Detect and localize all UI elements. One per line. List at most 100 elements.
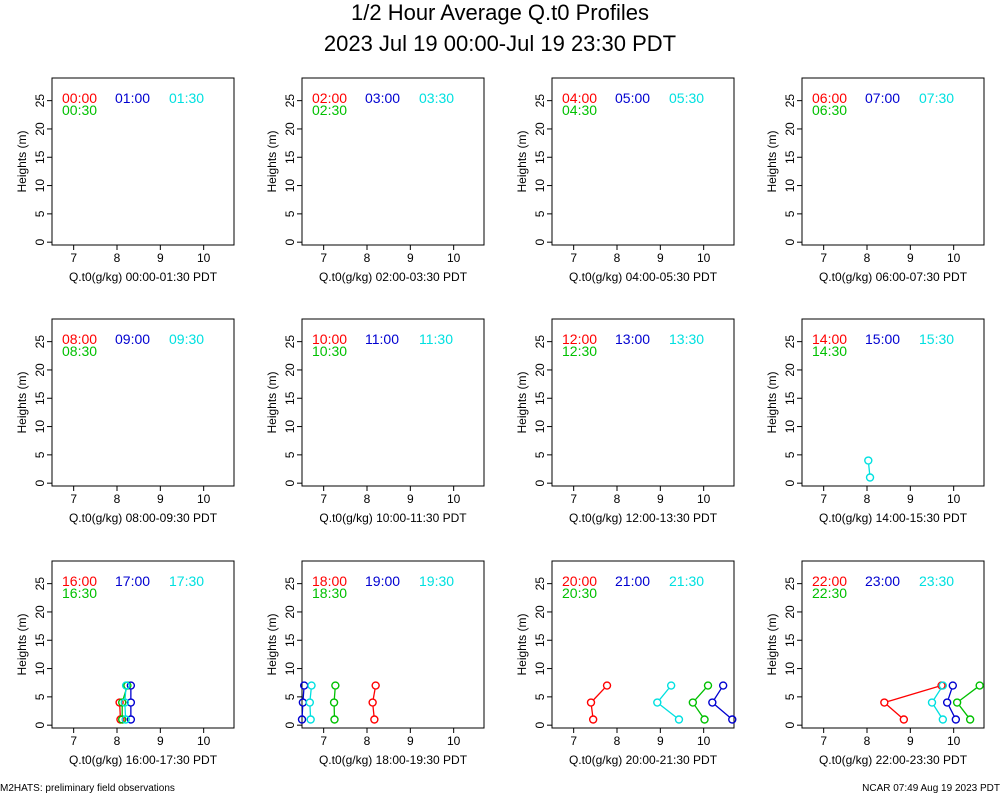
legend-entry: 10:30 — [312, 343, 347, 359]
y-tick-label: 10 — [33, 662, 47, 676]
y-axis-label: Heights (m) — [265, 613, 279, 675]
x-axis-label: Q.t0(g/kg) 02:00-03:30 PDT — [319, 270, 468, 284]
data-point — [298, 698, 308, 707]
legend-entry: 06:00 — [812, 90, 847, 106]
x-tick-label: 8 — [114, 492, 121, 506]
series-line — [714, 704, 730, 718]
x-tick-label: 9 — [157, 251, 164, 265]
legend-entry: 05:30 — [669, 90, 704, 106]
y-tick-label: 25 — [283, 94, 297, 108]
series-line — [302, 689, 305, 699]
y-tick-label: 20 — [783, 605, 797, 619]
series-line — [593, 688, 605, 701]
legend-entry: 19:30 — [419, 573, 454, 589]
x-axis-label: Q.t0(g/kg) 00:00-01:30 PDT — [69, 270, 218, 284]
x-tick-label: 7 — [820, 734, 827, 748]
legend-entry: 16:00 — [62, 573, 97, 589]
profile-panel: 7 8 9 10 0 5 10 15 20 25 Q.t0(g/kg) 10:00-11:30 PD… — [265, 318, 485, 525]
legend-entry: 14:00 — [812, 331, 847, 347]
y-tick-label: 0 — [533, 480, 547, 487]
legend-entry: 12:00 — [562, 331, 597, 347]
data-point — [368, 698, 377, 707]
y-tick-label: 10 — [783, 420, 797, 434]
x-axis-label: Q.t0(g/kg) 22:00-23:30 PDT — [819, 753, 968, 767]
y-tick-label: 15 — [533, 633, 547, 647]
profile-panel: 7 8 9 10 0 5 10 15 20 25 Q.t0(g/kg) 00:00-01:30 PD… — [15, 77, 235, 284]
series-line — [660, 704, 677, 718]
data-point — [307, 681, 316, 690]
y-tick-label: 0 — [783, 239, 797, 246]
legend-entry: 18:30 — [312, 585, 347, 601]
profile-panel: 7 8 9 10 0 5 10 15 20 25 Q.t0(g/kg) 22:00-23:30 PD… — [765, 560, 985, 767]
legend-entry: 14:30 — [812, 343, 847, 359]
y-tick-label: 15 — [783, 391, 797, 405]
x-tick-label: 8 — [614, 251, 621, 265]
x-tick-label: 7 — [570, 492, 577, 506]
legend-entry: 22:30 — [812, 585, 847, 601]
legend-entry: 15:30 — [919, 331, 954, 347]
data-point — [864, 456, 873, 465]
y-tick-label: 0 — [33, 239, 47, 246]
legend-entry: 18:00 — [312, 573, 347, 589]
legend-entry: 20:30 — [562, 585, 597, 601]
legend-entry: 07:30 — [919, 90, 954, 106]
y-tick-label: 20 — [33, 605, 47, 619]
data-point — [306, 715, 315, 724]
y-axis-label: Heights (m) — [265, 371, 279, 433]
y-tick-label: 20 — [283, 605, 297, 619]
plot-frame — [801, 318, 985, 487]
legend-entry: 17:30 — [169, 573, 204, 589]
x-tick-label: 7 — [570, 251, 577, 265]
y-tick-label: 0 — [783, 480, 797, 487]
data-point — [121, 715, 130, 724]
legend-entry: 04:30 — [562, 102, 597, 118]
y-tick-label: 0 — [283, 480, 297, 487]
x-tick-label: 8 — [364, 251, 371, 265]
data-point — [305, 698, 314, 707]
data-point — [371, 681, 380, 690]
series-line — [959, 705, 969, 717]
legend-entry: 00:00 — [62, 90, 97, 106]
data-point — [120, 698, 130, 707]
y-tick-label: 25 — [33, 577, 47, 591]
profile-panel: 7 8 9 10 0 5 10 15 20 25 Q.t0(g/kg) 06:00-07:30 PD… — [765, 77, 985, 284]
data-point — [370, 715, 379, 724]
profile-panel: 7 8 9 10 0 5 10 15 20 25 Q.t0(g/kg) 16:00-17:30 PD… — [15, 560, 235, 767]
legend-entry: 23:00 — [865, 573, 900, 589]
legend-entry: 22:00 — [812, 573, 847, 589]
y-tick-label: 10 — [33, 420, 47, 434]
y-tick-label: 15 — [283, 150, 297, 164]
x-tick-label: 8 — [614, 492, 621, 506]
legend-entry: 04:00 — [562, 90, 597, 106]
data-point — [117, 698, 127, 707]
data-point — [126, 681, 136, 690]
data-point — [927, 698, 937, 707]
legend-entry: 20:00 — [562, 573, 597, 589]
data-point — [975, 681, 984, 690]
x-tick-label: 10 — [947, 734, 961, 748]
data-point — [653, 698, 662, 707]
legend-entry: 21:30 — [669, 573, 704, 589]
x-tick-label: 8 — [864, 734, 871, 748]
data-point — [330, 715, 339, 724]
data-point — [948, 681, 957, 690]
x-tick-label: 9 — [407, 251, 414, 265]
y-tick-label: 5 — [533, 693, 547, 700]
y-tick-label: 0 — [533, 239, 547, 246]
legend-entry: 03:00 — [365, 90, 400, 106]
y-tick-label: 10 — [783, 179, 797, 193]
x-tick-label: 9 — [657, 734, 664, 748]
y-tick-label: 20 — [283, 363, 297, 377]
x-tick-label: 9 — [407, 734, 414, 748]
data-point — [942, 698, 952, 707]
y-tick-label: 5 — [783, 210, 797, 217]
plot-frame — [301, 560, 485, 729]
y-tick-label: 10 — [283, 662, 297, 676]
data-point — [115, 698, 124, 707]
y-axis-label: Heights (m) — [515, 130, 529, 192]
x-tick-label: 8 — [864, 492, 871, 506]
y-tick-label: 25 — [283, 335, 297, 349]
plot-frame — [301, 77, 485, 246]
legend-entry: 00:30 — [62, 102, 97, 118]
data-point — [588, 715, 598, 724]
